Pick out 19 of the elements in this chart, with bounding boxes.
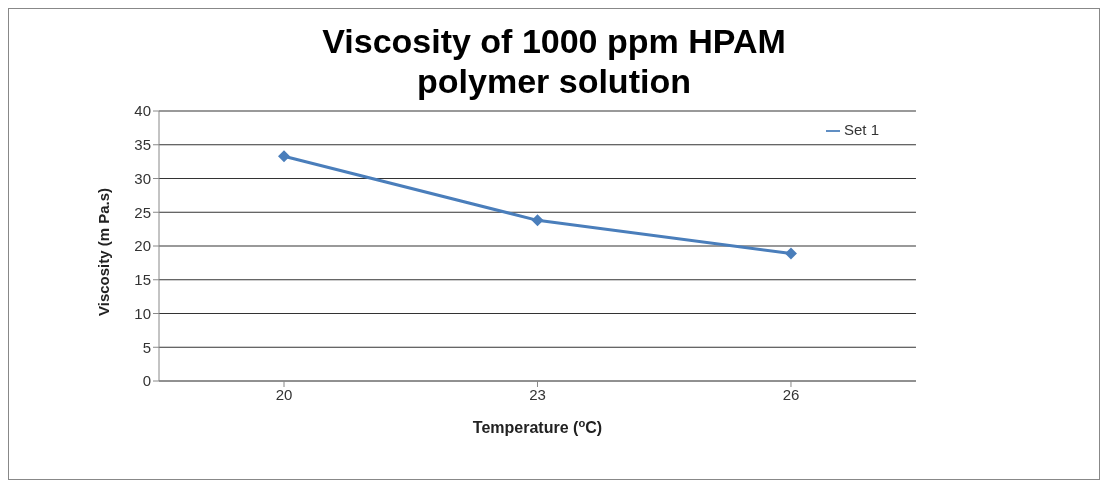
chart-title: Viscosity of 1000 ppm HPAM polymer solution	[321, 21, 787, 101]
y-tick-label: 40	[134, 102, 151, 120]
y-tick-label: 20	[134, 237, 151, 255]
point	[784, 247, 797, 260]
y-tick-label: 0	[142, 372, 151, 390]
x-tick-label: 23	[529, 385, 546, 403]
y-tick-label: 15	[134, 271, 151, 289]
y-tick-label: 10	[134, 304, 151, 322]
y-axis-title: Viscosity (m Pa.s)	[95, 187, 113, 316]
x-axis-title: Temperature ($^{o}$C)	[472, 417, 603, 436]
x-tick-label: 26	[782, 385, 800, 403]
legend-label: Set 1	[843, 121, 879, 138]
y-tick-label: 30	[134, 169, 151, 187]
y-tick-label: 35	[134, 136, 151, 154]
y-tick-label: 25	[134, 203, 151, 221]
point	[531, 214, 544, 227]
y-tick-label: 5	[142, 338, 151, 356]
x-tick-label: 20	[275, 385, 293, 403]
point	[278, 150, 290, 163]
